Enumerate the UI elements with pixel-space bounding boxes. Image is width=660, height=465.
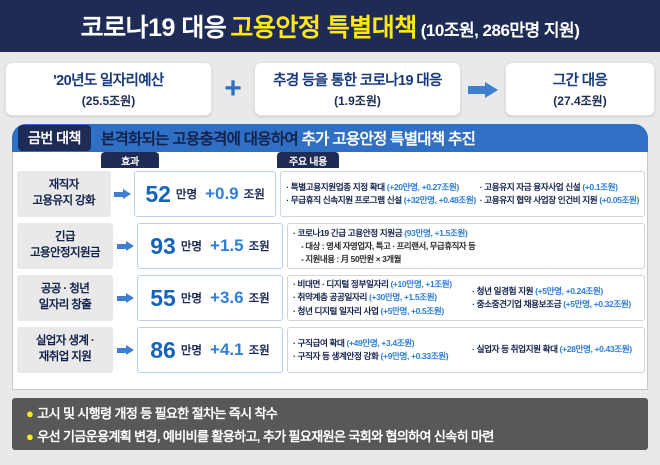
row-category-line1: 긴급 <box>55 231 76 244</box>
detail-bullet: · 특별고용지원업종 지정 확대 (+20만명, +0.27조원) <box>286 181 459 192</box>
bullet-icon: ● <box>26 429 34 444</box>
footer-line: ● 우선 기금운용계획 변경, 예비비를 활용하고, 추가 필요재원은 국회와 협… <box>26 429 494 444</box>
row-category-line2: 일자리 창출 <box>38 299 92 311</box>
row-category-line1: 재직자 <box>48 179 80 192</box>
budget-amount-1: (25.5조원) <box>81 94 136 108</box>
tab-content: 주요 내용 <box>277 152 339 168</box>
budget-comparison: '20년도 일자리예산 (25.5조원) + 추경 등을 통한 코로나19 대응… <box>0 58 660 120</box>
detail-bullet: · 고용유지 협약 사업장 인건비 지원 (+0.05조원) <box>479 195 640 205</box>
detail-subline: - 대상 : 영세 자영업자, 특고 · 프리랜서, 무급휴직자 등 <box>301 240 476 251</box>
row-money-unit: 조원 <box>248 345 270 357</box>
detail-column-left: · 특별고용지원업종 지정 확대 (+20만명, +0.27조원) · 무급휴직 신… <box>286 176 476 212</box>
row-effect: 55 만명 +3.6 조원 <box>137 275 283 321</box>
row-people-unit: 만명 <box>175 189 198 201</box>
row-category-line1: 공공 · 청년 <box>40 283 90 296</box>
title-bar: 코로나19 대응 고용안정 특별대책 (10조원, 286만명 지원) <box>0 0 660 52</box>
detail-column-right: · 청년 일경험 지원 (+5만명, +0.24조원) · 중소중견기업 채용보조금… <box>472 280 639 316</box>
detail-bullet: · 실업자 등 취업지원 확대 (+28만명, +0.43조원) <box>472 344 632 355</box>
table-row: 공공 · 청년 일자리 창출 55 만명 +3.6 조원 · 비대면 · 디지털 … <box>13 272 649 324</box>
section-title-dark: 본격화되는 고용충격에 대응하여 <box>100 131 299 148</box>
table-row: 긴급 고용안정지원금 93 만명 +1.5 조원 · 코로나19 긴급 고용안정 … <box>13 220 649 272</box>
budget-box-2: 추경 등을 통한 코로나19 대응 (1.9조원) <box>254 62 461 116</box>
row-effect: 52 만명 +0.9 조원 <box>133 171 277 217</box>
detail-bullet: · 취약계층 공공일자리 (+30만명, +1.5조원) <box>293 292 437 303</box>
row-money-value: +0.9 <box>205 184 239 203</box>
row-people-unit: 만명 <box>180 345 203 357</box>
row-money-value: +1.5 <box>210 236 244 255</box>
plus-icon: + <box>224 72 242 105</box>
detail-bullet: · 구직급여 확대 (+49만명, +3.4조원) <box>293 337 415 348</box>
title-highlight: 고용안정 특별대책 <box>230 14 417 42</box>
detail-column-right: · 고용유지 자금 융자사업 신설 (+0.1조원) · 고용유지 협약 사업장 인… <box>479 176 640 212</box>
measures-rows: 재직자 고용유지 강화 52 만명 +0.9 조원 · 특별고용지원업종 지정 확… <box>13 168 649 376</box>
budget-box-3: 그간 대응 (27.4조원) <box>505 62 655 116</box>
budget-label-2: 추경 등을 통한 코로나19 대응 <box>273 73 442 89</box>
row-arrow-icon <box>113 275 137 321</box>
row-category: 실업자 생계 · 재취업 지원 <box>17 327 113 373</box>
measures-panel: 효과 주요 내용 재직자 고용유지 강화 52 만명 +0.9 조원 <box>12 152 648 390</box>
section-header: 금번 대책 본격화되는 고용충격에 대응하여 추가 고용안정 특별대책 추진 <box>12 124 648 152</box>
budget-label-1: '20년도 일자리예산 <box>53 73 164 89</box>
tab-effect: 효과 <box>101 152 159 168</box>
row-category: 공공 · 청년 일자리 창출 <box>17 275 113 321</box>
budget-label-3: 그간 대응 <box>552 73 608 89</box>
bullet-icon: ● <box>26 406 34 421</box>
detail-bullet: · 구직자 등 생계안정 강화 (+9만명, +0.33조원) <box>293 351 449 361</box>
row-arrow-icon <box>113 327 137 373</box>
detail-bullet: · 청년 디지털 일자리 사업 (+5만명, +0.5조원) <box>293 305 444 316</box>
row-category: 긴급 고용안정지원금 <box>17 223 113 269</box>
row-details: · 구직급여 확대 (+49만명, +3.4조원) · 구직자 등 생계안정 강화 … <box>287 327 645 373</box>
row-details: · 특별고용지원업종 지정 확대 (+20만명, +0.27조원) · 무급휴직 신… <box>280 171 645 217</box>
column-headers: 효과 주요 내용 <box>13 152 649 169</box>
section-title-light: 추가 고용안정 특별대책 추진 <box>301 131 476 148</box>
title-sub: (10조원, 286만명 지원) <box>420 21 580 40</box>
row-people-unit: 만명 <box>180 241 203 253</box>
detail-bullet: · 코로나19 긴급 고용안정 지원금 (93만명, +1.5조원) <box>293 227 468 238</box>
row-category-line1: 실업자 생계 · <box>35 335 95 348</box>
table-row: 재직자 고용유지 강화 52 만명 +0.9 조원 · 특별고용지원업종 지정 확… <box>13 168 649 220</box>
section-title: 본격화되는 고용충격에 대응하여 추가 고용안정 특별대책 추진 <box>100 127 476 149</box>
row-people-value: 86 <box>150 336 176 363</box>
page-title: 코로나19 대응 고용안정 특별대책 (10조원, 286만명 지원) <box>81 8 580 44</box>
detail-subline: - 지원내용 : 月 50만원 × 3개월 <box>301 253 402 264</box>
section-badge: 금번 대책 <box>18 125 91 151</box>
table-row: 실업자 생계 · 재취업 지원 86 만명 +4.1 조원 · 구직급여 확대 (… <box>13 324 649 376</box>
row-money-value: +4.1 <box>210 340 244 359</box>
row-people-value: 52 <box>145 180 171 207</box>
title-main: 코로나19 대응 <box>80 14 227 42</box>
detail-bullet: · 비대면 · 디지털 정부일자리 (+10만명, +1조원) <box>293 279 452 290</box>
detail-bullet: · 고용유지 자금 융자사업 신설 (+0.1조원) <box>479 181 618 192</box>
row-category: 재직자 고용유지 강화 <box>17 171 111 217</box>
budget-amount-3: (27.4조원) <box>553 94 607 108</box>
budget-amount-2: (1.9조원) <box>334 94 381 108</box>
row-people-value: 93 <box>150 232 176 259</box>
footer-line: ● 고시 및 시행령 개정 등 필요한 절차는 즉시 착수 <box>26 406 278 421</box>
detail-bullet: · 청년 일경험 지원 (+5만명, +0.24조원) <box>472 285 603 296</box>
row-people-value: 55 <box>150 284 176 311</box>
row-details: · 비대면 · 디지털 정부일자리 (+10만명, +1조원) · 취약계층 공공일… <box>287 275 645 321</box>
row-money-value: +3.6 <box>210 288 244 307</box>
row-details: · 코로나19 긴급 고용안정 지원금 (93만명, +1.5조원) - 대상 :… <box>287 223 645 269</box>
row-category-line2: 재취업 지원 <box>38 351 92 363</box>
footer-banner: ● 고시 및 시행령 개정 등 필요한 절차는 즉시 착수 ● 우선 기금운용계획 … <box>12 398 648 450</box>
row-category-line2: 고용유지 강화 <box>32 195 96 207</box>
row-money-unit: 조원 <box>248 241 270 253</box>
row-category-line2: 고용안정지원금 <box>30 247 100 259</box>
row-money-unit: 조원 <box>248 293 270 305</box>
row-effect: 93 만명 +1.5 조원 <box>137 223 283 269</box>
row-money-unit: 조원 <box>243 189 265 201</box>
right-arrow-icon <box>461 81 505 98</box>
detail-bullet: · 중소중견기업 채용보조금 (+5만명, +0.32조원) <box>472 299 631 309</box>
row-people-unit: 만명 <box>180 293 203 305</box>
budget-box-1: '20년도 일자리예산 (25.5조원) <box>5 62 212 116</box>
detail-column-left: · 구직급여 확대 (+49만명, +3.4조원) · 구직자 등 생계안정 강화 … <box>293 332 468 368</box>
row-arrow-icon <box>111 171 134 217</box>
detail-column-left: · 비대면 · 디지털 정부일자리 (+10만명, +1조원) · 취약계층 공공일… <box>293 279 468 316</box>
detail-column-left: · 코로나19 긴급 고용안정 지원금 (93만명, +1.5조원) - 대상 :… <box>293 228 639 264</box>
detail-column-right: · 실업자 등 취업지원 확대 (+28만명, +0.43조원) <box>472 332 639 368</box>
detail-bullet: · 무급휴직 신속지원 프로그램 신설 (+32만명, +0.48조원) <box>286 195 476 205</box>
row-arrow-icon <box>113 223 137 269</box>
row-effect: 86 만명 +4.1 조원 <box>137 327 283 373</box>
